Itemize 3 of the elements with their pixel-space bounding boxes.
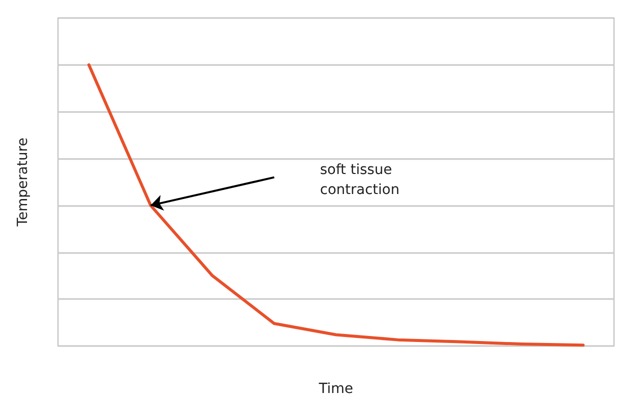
annotation: soft tissue contraction [320,162,400,198]
y-axis-title: Temperature [15,138,31,228]
x-axis-title: Time [318,381,354,397]
